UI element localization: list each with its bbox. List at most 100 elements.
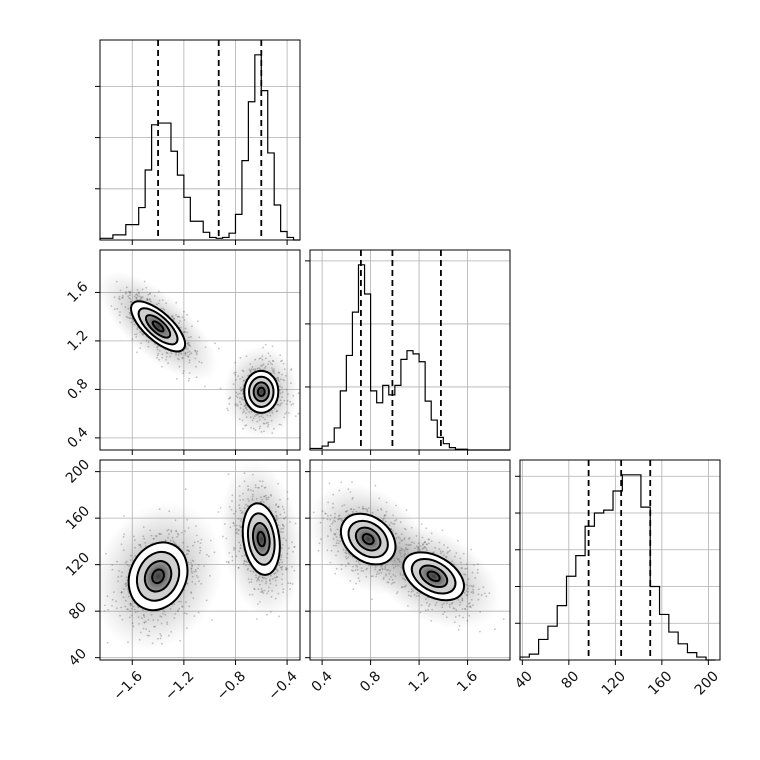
sample-point <box>139 347 142 349</box>
sample-point <box>129 559 132 561</box>
sample-point <box>124 306 127 308</box>
sample-point <box>203 385 206 388</box>
sample-point <box>419 545 422 547</box>
sample-point <box>263 495 266 498</box>
sample-point <box>405 584 407 587</box>
sample-point <box>446 546 449 549</box>
sample-point <box>329 561 332 564</box>
sample-point <box>457 599 460 601</box>
sample-point <box>239 524 241 527</box>
sample-point <box>282 588 285 591</box>
sample-point <box>471 571 474 574</box>
sample-point <box>227 409 230 412</box>
sample-point <box>279 558 282 561</box>
sample-point <box>210 619 213 621</box>
sample-point <box>280 556 282 558</box>
sample-point <box>135 296 137 299</box>
panel-body <box>100 460 300 651</box>
sample-point <box>467 578 470 581</box>
sample-point <box>399 573 402 576</box>
sample-point <box>350 508 352 511</box>
sample-point <box>470 585 473 587</box>
sample-point <box>327 501 329 504</box>
sample-point <box>455 609 458 612</box>
sample-point <box>143 621 146 624</box>
sample-point <box>238 550 241 553</box>
sample-point <box>158 358 161 361</box>
sample-point <box>271 363 273 366</box>
sample-point <box>375 573 378 576</box>
sample-point <box>236 396 239 399</box>
sample-point <box>332 538 335 540</box>
sample-point <box>255 574 257 576</box>
sample-point <box>228 552 231 554</box>
sample-point <box>115 280 118 283</box>
sample-point <box>138 295 141 298</box>
sample-point <box>241 376 244 379</box>
sample-point <box>464 608 467 611</box>
sample-point <box>179 352 182 355</box>
sample-point <box>380 507 382 510</box>
sample-point <box>457 628 460 631</box>
sample-point <box>355 582 357 585</box>
sample-point <box>395 518 398 521</box>
sample-point <box>129 292 132 294</box>
sample-point <box>259 574 261 577</box>
sample-point <box>181 606 184 608</box>
sample-point <box>321 510 324 513</box>
sample-point <box>280 568 283 571</box>
sample-point <box>195 353 198 356</box>
sample-point <box>157 302 160 305</box>
sample-point <box>344 551 347 554</box>
sample-point <box>233 524 236 527</box>
sample-point <box>247 498 249 500</box>
sample-point <box>239 526 242 529</box>
sample-point <box>415 595 418 597</box>
sample-point <box>136 328 139 330</box>
sample-point <box>162 612 164 615</box>
sample-point <box>448 606 451 608</box>
sample-point <box>261 589 264 592</box>
sample-point <box>395 592 398 595</box>
sample-point <box>470 598 473 601</box>
sample-point <box>143 616 146 618</box>
sample-point <box>318 542 321 545</box>
sample-point <box>169 608 172 610</box>
contour-line <box>402 551 465 602</box>
sample-point <box>177 354 180 356</box>
histogram-series <box>519 474 716 661</box>
sample-point <box>352 565 354 568</box>
sample-point <box>345 549 347 552</box>
sample-point <box>242 562 245 565</box>
sample-point <box>145 339 148 342</box>
sample-point <box>484 592 486 595</box>
sample-point <box>163 308 166 311</box>
sample-point <box>134 555 137 557</box>
sample-point <box>197 567 200 570</box>
sample-point <box>179 320 182 322</box>
sample-point <box>360 567 363 569</box>
sample-point <box>233 512 235 515</box>
sample-point <box>149 293 151 295</box>
sample-point <box>166 621 169 624</box>
sample-point <box>265 496 268 499</box>
sample-point <box>326 549 329 552</box>
sample-point <box>269 414 272 417</box>
sample-point <box>177 609 179 612</box>
sample-point <box>351 481 353 484</box>
sample-point <box>322 517 325 520</box>
sample-point <box>194 568 197 571</box>
sample-point <box>374 484 377 487</box>
sample-point <box>278 380 280 382</box>
contour-line <box>251 521 271 557</box>
sample-point <box>170 529 173 532</box>
sample-point <box>464 607 466 610</box>
contour-fill <box>145 315 171 338</box>
sample-point <box>248 581 251 584</box>
sample-point <box>438 548 441 550</box>
sample-point <box>130 614 133 617</box>
sample-point <box>467 602 470 605</box>
sample-point <box>335 542 338 545</box>
sample-point <box>158 533 161 536</box>
sample-point <box>167 536 169 539</box>
